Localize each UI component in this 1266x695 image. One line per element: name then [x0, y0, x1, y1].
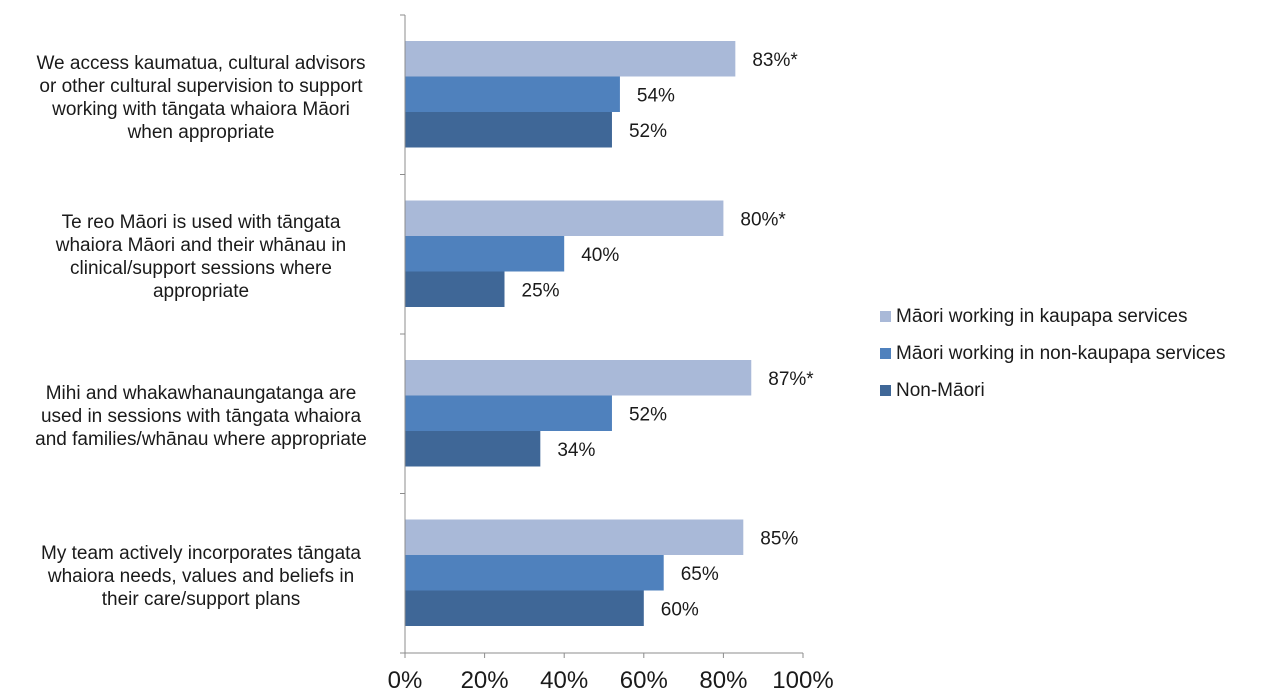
x-tick-label: 100%: [772, 667, 833, 694]
category-label: Mihi and whakawhanaungatanga are used in …: [7, 382, 395, 451]
bar: [405, 76, 620, 112]
x-tick-label: 40%: [540, 667, 588, 694]
data-label: 52%: [629, 404, 667, 425]
data-label: 65%: [681, 564, 719, 585]
category-label-line: when appropriate: [127, 121, 275, 143]
bar: [405, 431, 541, 467]
category-label-line: whaiora needs, values and beliefs in: [47, 565, 355, 587]
x-tick-label: 0%: [388, 667, 423, 694]
bar: [405, 271, 505, 307]
category-label-line: or other cultural supervision to support: [39, 75, 363, 97]
category-label: We access kaumatua, cultural advisors or …: [7, 52, 395, 144]
x-tick-label: 20%: [461, 667, 509, 694]
category-label-line: clinical/support sessions where: [70, 258, 332, 280]
category-label-line: and families/whānau where appropriate: [35, 429, 367, 451]
category-label-line: whaiora Māori and their whānau in: [55, 235, 347, 257]
category-label: My team actively incorporates tāngata wha…: [7, 542, 395, 611]
category-label-line: Te reo Māori is used with tāngata: [61, 212, 341, 234]
legend-item: Māori working in non-kaupapa services: [880, 335, 1226, 372]
data-label: 40%: [581, 245, 619, 266]
bar: [405, 200, 724, 236]
bar: [405, 590, 644, 626]
category-label-line: appropriate: [152, 281, 250, 303]
legend-item: Non-Māori: [880, 372, 1226, 409]
data-label: 83%*: [752, 50, 798, 71]
bar: [405, 519, 744, 555]
category-label-line: their care/support plans: [101, 588, 301, 610]
category-label-line: We access kaumatua, cultural advisors: [36, 52, 366, 74]
legend-label: Non-Māori: [896, 379, 985, 401]
data-label: 25%: [522, 280, 560, 301]
category-label-line: Mihi and whakawhanaungatanga are: [45, 383, 357, 405]
legend-label: Māori working in non-kaupapa services: [896, 342, 1226, 364]
bar: [405, 360, 752, 396]
legend-label: Māori working in kaupapa services: [896, 305, 1188, 327]
x-tick-label: 80%: [699, 667, 747, 694]
legend-swatch: [880, 311, 891, 322]
legend-item: Māori working in kaupapa services: [880, 298, 1226, 335]
bar: [405, 236, 565, 272]
data-label: 85%: [760, 528, 798, 549]
legend-swatch: [880, 348, 891, 359]
category-label-line: My team actively incorporates tāngata: [41, 542, 361, 564]
category-label-line: used in sessions with tāngata whaiora: [40, 406, 362, 428]
bar: [405, 112, 612, 148]
data-label: 87%*: [768, 369, 814, 390]
data-label: 80%*: [740, 209, 786, 230]
category-label-line: working with tāngata whaiora Māori: [52, 98, 350, 120]
category-label: Te reo Māori is used with tāngata whaiora…: [7, 211, 395, 303]
data-label: 34%: [557, 440, 595, 461]
data-label: 54%: [637, 85, 675, 106]
data-label: 60%: [661, 599, 699, 620]
legend: Māori working in kaupapa services Māori w…: [880, 298, 1226, 409]
x-tick-label: 60%: [620, 667, 668, 694]
data-label: 52%: [629, 121, 667, 142]
bar: [405, 395, 612, 431]
bar: [405, 41, 736, 77]
bar: [405, 555, 664, 591]
legend-swatch: [880, 385, 891, 396]
